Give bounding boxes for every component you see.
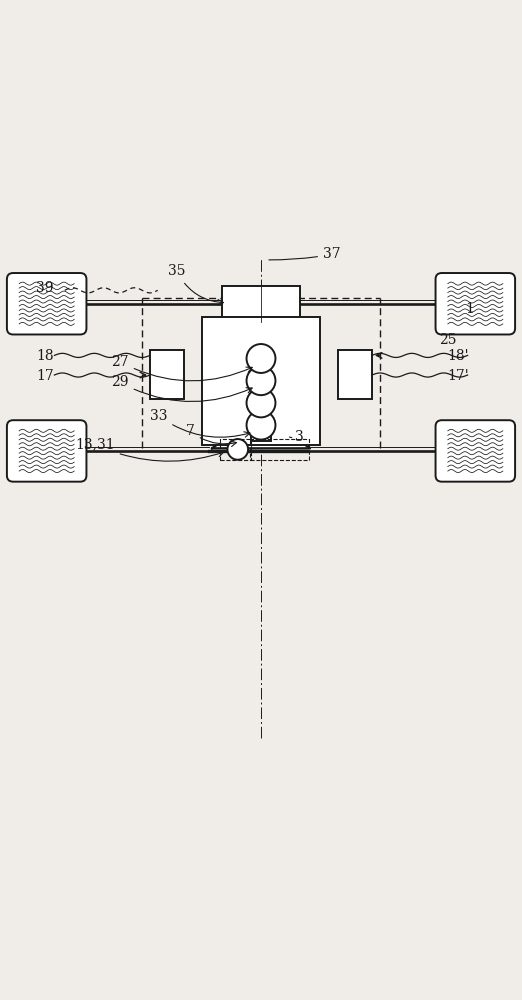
FancyBboxPatch shape: [435, 420, 515, 482]
Text: 1: 1: [465, 302, 474, 316]
Text: 27: 27: [111, 355, 252, 381]
Text: 25: 25: [439, 333, 457, 347]
Bar: [251, 425, 271, 441]
Circle shape: [228, 439, 248, 460]
Polygon shape: [212, 425, 310, 448]
Text: 7: 7: [186, 424, 236, 447]
Bar: [220, 439, 251, 460]
FancyBboxPatch shape: [7, 420, 87, 482]
Bar: [201, 317, 321, 445]
Text: 29: 29: [111, 375, 252, 402]
Text: 18': 18': [447, 349, 468, 363]
Text: 33: 33: [150, 409, 250, 437]
Circle shape: [246, 411, 276, 440]
Text: 37: 37: [269, 247, 340, 261]
Bar: [250, 439, 309, 460]
FancyBboxPatch shape: [7, 273, 87, 334]
Bar: [338, 350, 372, 399]
Text: 3: 3: [289, 430, 303, 444]
Text: 35: 35: [168, 264, 223, 305]
Circle shape: [246, 344, 276, 373]
Text: 39: 39: [37, 281, 54, 295]
Text: 17': 17': [447, 369, 469, 383]
FancyBboxPatch shape: [435, 273, 515, 334]
Text: 13,31: 13,31: [75, 437, 223, 461]
Text: 18: 18: [37, 349, 54, 363]
Bar: [222, 286, 300, 322]
Bar: [150, 350, 184, 399]
Circle shape: [246, 388, 276, 417]
Circle shape: [246, 366, 276, 395]
Text: 17: 17: [37, 369, 54, 383]
